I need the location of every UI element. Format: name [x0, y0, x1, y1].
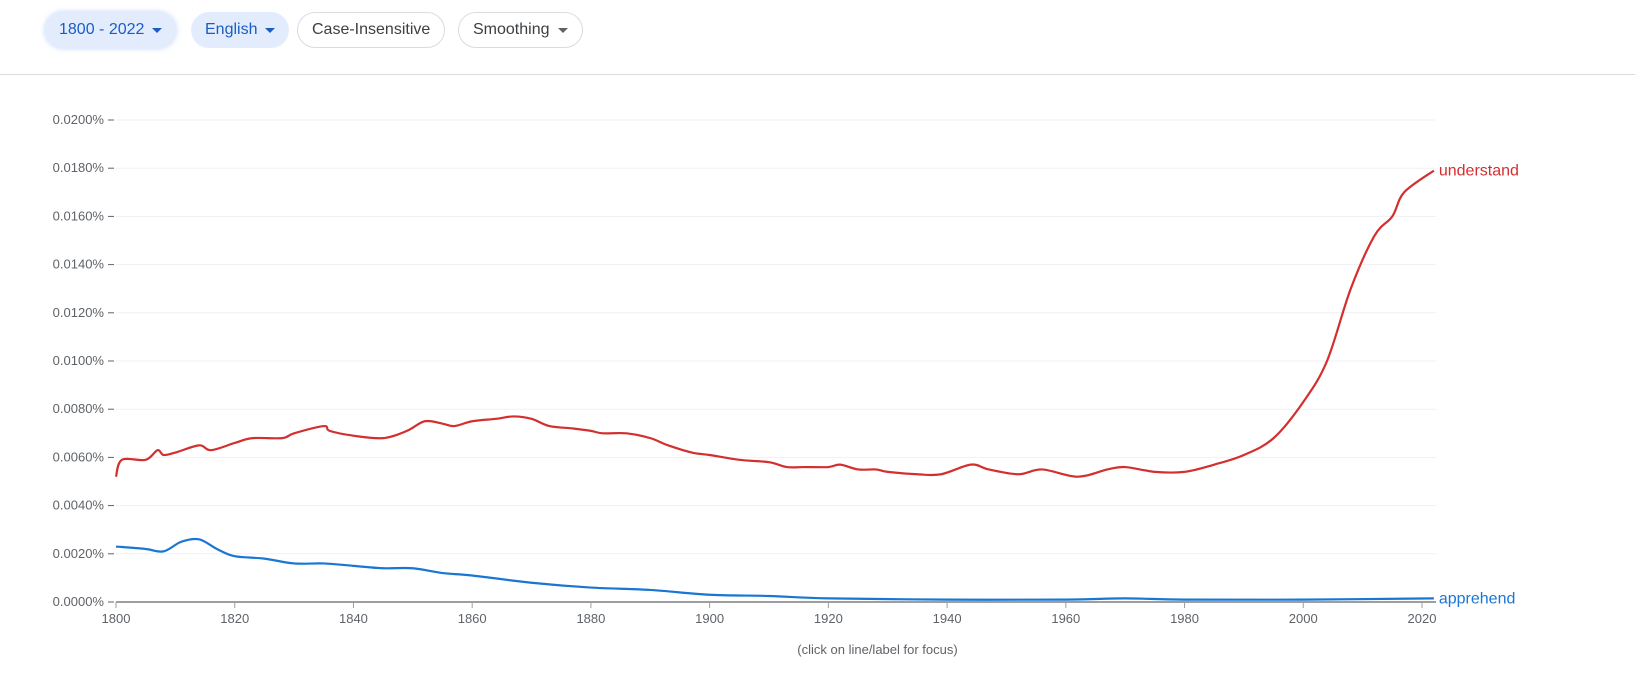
smoothing-dropdown[interactable]: Smoothing	[458, 12, 583, 48]
toolbar: 1800 - 2022 English Case-Insensitive Smo…	[0, 0, 1635, 75]
series-label-understand[interactable]: understand	[1439, 163, 1519, 180]
series-line-apprehend[interactable]	[115, 537, 1434, 601]
case-insensitive-toggle[interactable]: Case-Insensitive	[297, 12, 446, 48]
y-tick-label: 0.0060%	[53, 449, 105, 464]
x-tick-label: 1980	[1170, 611, 1199, 626]
x-tick-label: 1800	[102, 611, 131, 626]
x-tick-label: 1960	[1051, 611, 1080, 626]
year-range-dropdown[interactable]: 1800 - 2022	[45, 12, 177, 48]
series-line-understand[interactable]	[114, 169, 1435, 478]
y-tick-label: 0.0140%	[53, 257, 105, 272]
language-dropdown[interactable]: English	[191, 12, 290, 48]
series-label-apprehend[interactable]: apprehend	[1439, 590, 1516, 607]
y-tick-label: 0.0020%	[53, 546, 105, 561]
caret-down-icon	[265, 27, 276, 33]
x-tick-label: 1940	[933, 611, 962, 626]
x-tick-label: 2020	[1408, 611, 1437, 626]
x-tick-label: 1820	[220, 611, 249, 626]
y-tick-label: 0.0080%	[53, 401, 105, 416]
y-tick-label: 0.0100%	[53, 353, 105, 368]
y-tick-label: 0.0040%	[53, 498, 105, 513]
x-tick-label: 1880	[576, 611, 605, 626]
x-tick-label: 1860	[458, 611, 487, 626]
focus-hint: (click on line/label for focus)	[797, 642, 958, 657]
y-tick-label: 0.0180%	[53, 160, 105, 175]
y-tick-label: 0.0200%	[53, 112, 105, 127]
x-tick-label: 2000	[1289, 611, 1318, 626]
case-label: Case-Insensitive	[312, 21, 431, 38]
x-tick-label: 1900	[695, 611, 724, 626]
caret-down-icon	[152, 27, 163, 33]
x-tick-label: 1840	[339, 611, 368, 626]
caret-down-icon	[557, 27, 568, 33]
x-tick-label: 1920	[814, 611, 843, 626]
smoothing-label: Smoothing	[473, 21, 550, 38]
language-label: English	[205, 21, 258, 38]
y-tick-label: 0.0120%	[53, 305, 105, 320]
y-tick-label: 0.0160%	[53, 208, 105, 223]
y-tick-label: 0.0000%	[53, 594, 105, 609]
year-range-label: 1800 - 2022	[59, 21, 145, 38]
